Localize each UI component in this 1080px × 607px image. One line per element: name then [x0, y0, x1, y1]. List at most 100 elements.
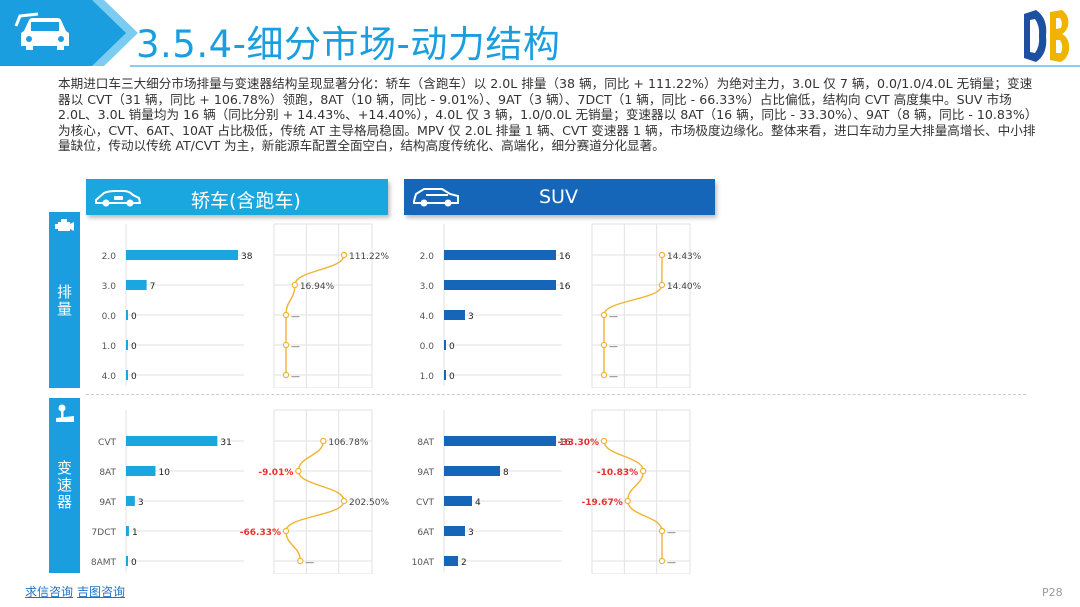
- category-label: 3.0: [102, 282, 117, 292]
- footer-link-qiuxin[interactable]: 求信咨询: [25, 585, 74, 599]
- category-label: 6AT: [417, 528, 434, 538]
- summary-text: 本期进口车三大细分市场排量与变速器结构呈现显著分化：轿车（含跑车）以 2.0L …: [58, 76, 1038, 154]
- yoy-point: [340, 251, 348, 259]
- bar-value-label: 0: [131, 312, 137, 322]
- page-number: P28: [1042, 586, 1063, 599]
- bar: [444, 436, 556, 446]
- bar: [444, 556, 458, 566]
- yoy-label: —: [291, 372, 300, 382]
- bar-value-label: 3: [468, 312, 474, 322]
- bar: [126, 250, 238, 260]
- yoy-label: —: [667, 558, 676, 568]
- bar-value-label: 2: [461, 558, 467, 568]
- yoy-point: [340, 497, 348, 505]
- yoy-point: [282, 527, 290, 535]
- yoy-label: —: [667, 528, 676, 538]
- bar: [126, 310, 128, 320]
- bar-value-label: 0: [449, 372, 455, 382]
- category-label: 2.0: [420, 252, 435, 262]
- engine-icon: [55, 219, 74, 231]
- suv-transmission-chart: 8AT 16 9AT 8 CVT 4 6AT 3 10AT 2 -33.30% -10.83% -19.…: [412, 409, 691, 574]
- bar-value-label: 0: [131, 342, 137, 352]
- yoy-point: [600, 311, 608, 319]
- bar: [126, 370, 128, 380]
- category-label: 0.0: [102, 312, 117, 322]
- yoy-label: —: [609, 312, 618, 322]
- yoy-label: —: [305, 558, 314, 568]
- brand-logo: [1024, 10, 1070, 62]
- yoy-point: [282, 311, 290, 319]
- yoy-point: [282, 341, 290, 349]
- gear-shifter-icon: [56, 404, 74, 422]
- suv-displacement-chart: 2.0 16 3.0 16 4.0 3 0.0 0 1.0 0 14.43% 14.40% — — —: [420, 223, 702, 388]
- line-grid: [273, 409, 373, 574]
- displacement-label: 排量: [56, 283, 72, 318]
- suv-car-icon: [413, 188, 459, 207]
- yoy-label: -9.01%: [258, 468, 293, 478]
- bar: [444, 526, 465, 536]
- line-grid: [591, 409, 691, 574]
- bar: [126, 436, 218, 446]
- yoy-label: 202.50%: [349, 498, 389, 508]
- category-label: 4.0: [102, 372, 117, 382]
- sedan-header-label: 轿车(含跑车): [191, 190, 301, 212]
- bar: [126, 526, 129, 536]
- bar-grid: [443, 224, 562, 386]
- displacement-side-label: 排量: [49, 212, 80, 388]
- yoy-point: [297, 557, 304, 565]
- category-label: 1.0: [420, 372, 435, 382]
- bar-value-label: 16: [559, 252, 571, 262]
- category-label: 8AMT: [91, 558, 117, 568]
- line-grid: [591, 223, 691, 388]
- page-title: 3.5.4-细分市场-动力结构: [136, 23, 561, 66]
- yoy-point: [639, 467, 647, 475]
- sedan-displacement-chart: 2.0 38 3.0 7 0.0 0 1.0 0 4.0 0 111.22% 16.94% — — —: [102, 223, 389, 388]
- category-label: 10AT: [412, 558, 435, 568]
- transmission-label: 变速器: [56, 459, 72, 511]
- yoy-point: [600, 341, 608, 349]
- bar: [444, 310, 465, 320]
- bar: [126, 280, 147, 290]
- bar: [126, 340, 128, 350]
- yoy-point: [658, 251, 666, 259]
- category-label: 1.0: [102, 342, 117, 352]
- section-divider: [86, 394, 1026, 395]
- yoy-label: 111.22%: [349, 252, 389, 262]
- bar: [444, 340, 446, 350]
- category-label: CVT: [416, 498, 434, 508]
- yoy-point: [624, 497, 631, 505]
- category-label: CVT: [98, 438, 116, 448]
- yoy-label: -10.83%: [597, 468, 638, 478]
- bar-value-label: 0: [449, 342, 455, 352]
- bar-value-label: 16: [559, 438, 571, 448]
- yoy-label: 14.40%: [667, 282, 702, 292]
- yoy-label: —: [291, 312, 300, 322]
- car-icon: [14, 12, 69, 50]
- category-label: 2.0: [102, 252, 117, 262]
- yoy-point: [658, 557, 666, 565]
- category-label: 9AT: [417, 468, 434, 478]
- bar: [444, 280, 556, 290]
- bar: [444, 496, 472, 506]
- sedan-transmission-chart: CVT 31 8AT 10 9AT 3 7DCT 1 8AMT 0 106.78% -9.01% 202…: [91, 409, 389, 574]
- bar: [444, 466, 500, 476]
- yoy-point: [600, 437, 608, 445]
- bar-value-label: 0: [131, 558, 137, 568]
- yoy-label: -33.30%: [558, 438, 599, 448]
- bar-value-label: 16: [559, 282, 571, 292]
- bar-grid: [125, 224, 244, 386]
- suv-header-label: SUV: [539, 186, 578, 208]
- sedan-car-icon: [95, 190, 142, 207]
- yoy-label: —: [609, 342, 618, 352]
- bar: [126, 556, 128, 566]
- yoy-point: [658, 281, 666, 289]
- header-banner: [0, 0, 1080, 67]
- bar-value-label: 3: [138, 498, 144, 508]
- bar-value-label: 1: [132, 528, 138, 538]
- yoy-point: [295, 467, 302, 475]
- yoy-point: [320, 437, 327, 445]
- footer-link-jitu[interactable]: 吉图咨询: [77, 585, 126, 599]
- bar-value-label: 3: [468, 528, 474, 538]
- yoy-point: [600, 371, 608, 379]
- bar-value-label: 8: [503, 468, 509, 478]
